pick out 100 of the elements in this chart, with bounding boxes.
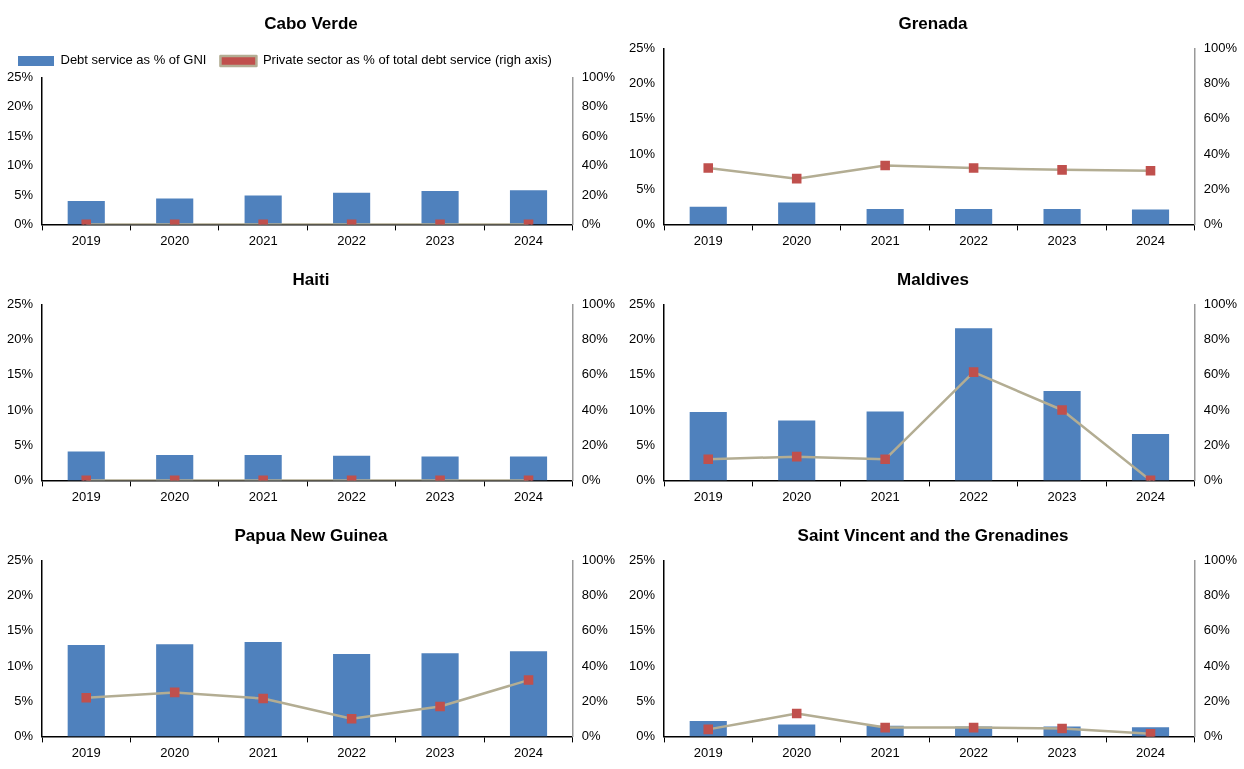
- x-tick-label: 2021: [870, 232, 900, 248]
- y2-tick-label: 60%: [581, 622, 609, 638]
- y-tick-label: 15%: [6, 366, 34, 382]
- x-tick-label: 2019: [693, 232, 723, 248]
- y-tick-label: 5%: [14, 186, 34, 202]
- y-tick-label: 10%: [6, 401, 34, 417]
- x-tick-label: 2024: [514, 488, 543, 504]
- y2-tick-label: 80%: [1203, 331, 1231, 347]
- y-tick-label: 25%: [628, 39, 656, 55]
- y2-tick-label: 20%: [1203, 436, 1231, 452]
- y-tick-label: 20%: [628, 75, 656, 91]
- chart-title: Grenada: [898, 13, 969, 33]
- bar: [156, 198, 194, 225]
- x-tick-label: 2020: [782, 744, 812, 760]
- y-tick-label: 20%: [628, 331, 656, 347]
- y-tick-label: 0%: [636, 215, 656, 231]
- bar: [509, 190, 548, 225]
- y2-tick-label: 80%: [581, 98, 609, 114]
- chart-title: Maldives: [897, 269, 969, 289]
- x-tick-label: 2024: [1136, 744, 1165, 760]
- y2-tick-label: 80%: [581, 587, 609, 603]
- y-tick-label: 5%: [636, 692, 656, 708]
- y2-tick-label: 100%: [581, 295, 616, 311]
- chart-title: Cabo Verde: [264, 13, 358, 33]
- y2-tick-label: 0%: [1203, 215, 1223, 231]
- chart-title: Papua New Guinea: [234, 525, 389, 545]
- x-tick-label: 2023: [425, 744, 455, 760]
- y2-tick-label: 80%: [581, 331, 609, 347]
- bar: [689, 412, 727, 481]
- x-tick-label: 2019: [71, 232, 101, 248]
- x-tick-label: 2021: [248, 232, 278, 248]
- bar: [67, 644, 105, 737]
- y-tick-label: 20%: [6, 331, 34, 347]
- bar: [866, 411, 904, 481]
- y-tick-label: 15%: [628, 366, 656, 382]
- y2-tick-label: 80%: [1203, 75, 1231, 91]
- x-tick-label: 2020: [782, 488, 812, 504]
- y-tick-label: 10%: [628, 401, 656, 417]
- y2-tick-label: 0%: [581, 215, 601, 231]
- y-tick-label: 0%: [636, 727, 656, 743]
- bar: [244, 195, 282, 225]
- y2-tick-label: 100%: [1203, 295, 1238, 311]
- bar: [67, 200, 105, 225]
- x-tick-label: 2022: [337, 488, 367, 504]
- y2-tick-label: 40%: [1203, 401, 1231, 417]
- x-tick-label: 2019: [71, 488, 101, 504]
- y2-tick-label: 40%: [1203, 145, 1231, 161]
- x-tick-label: 2023: [425, 488, 455, 504]
- y-tick-label: 25%: [6, 68, 34, 84]
- legend-label: Debt service as % of GNI: [60, 52, 207, 68]
- x-tick-label: 2020: [160, 232, 190, 248]
- y-tick-label: 15%: [628, 622, 656, 638]
- x-tick-label: 2023: [425, 232, 455, 248]
- bar: [778, 420, 816, 481]
- x-tick-label: 2020: [160, 488, 190, 504]
- y-tick-label: 20%: [628, 587, 656, 603]
- y-tick-label: 10%: [628, 657, 656, 673]
- y2-tick-label: 100%: [581, 68, 616, 84]
- y-tick-label: 0%: [14, 215, 34, 231]
- y2-tick-label: 0%: [581, 727, 601, 743]
- x-tick-label: 2021: [870, 744, 900, 760]
- y2-tick-label: 20%: [1203, 180, 1231, 196]
- y-tick-label: 25%: [628, 551, 656, 567]
- bar: [333, 654, 371, 737]
- y2-tick-label: 0%: [1203, 471, 1223, 487]
- x-tick-label: 2024: [514, 232, 543, 248]
- x-tick-label: 2022: [959, 744, 989, 760]
- y2-tick-label: 40%: [581, 401, 609, 417]
- y2-tick-label: 0%: [581, 471, 601, 487]
- y-tick-label: 20%: [6, 98, 34, 114]
- x-tick-label: 2021: [248, 488, 278, 504]
- bar: [955, 328, 993, 481]
- x-tick-label: 2022: [337, 744, 367, 760]
- y-tick-label: 15%: [628, 110, 656, 126]
- y2-tick-label: 20%: [581, 692, 609, 708]
- y2-tick-label: 20%: [581, 186, 609, 202]
- y-tick-label: 15%: [6, 127, 34, 143]
- x-tick-label: 2023: [1047, 744, 1077, 760]
- bar: [421, 653, 459, 737]
- y2-tick-label: 60%: [1203, 366, 1231, 382]
- x-tick-label: 2024: [1136, 488, 1165, 504]
- y-tick-label: 5%: [14, 436, 34, 452]
- bar: [509, 651, 548, 737]
- y2-tick-label: 40%: [581, 157, 609, 173]
- y2-tick-label: 40%: [1203, 657, 1231, 673]
- y-tick-label: 0%: [14, 471, 34, 487]
- y-tick-label: 25%: [628, 295, 656, 311]
- y2-tick-label: 60%: [1203, 622, 1231, 638]
- x-tick-label: 2021: [248, 744, 278, 760]
- x-tick-label: 2019: [693, 488, 723, 504]
- y-tick-label: 10%: [6, 157, 34, 173]
- y2-tick-label: 80%: [1203, 587, 1231, 603]
- y-tick-label: 10%: [6, 657, 34, 673]
- x-tick-label: 2022: [959, 488, 989, 504]
- y2-tick-label: 40%: [581, 657, 609, 673]
- x-tick-label: 2024: [514, 744, 543, 760]
- y-tick-label: 15%: [6, 622, 34, 638]
- y-tick-label: 5%: [636, 180, 656, 196]
- y2-tick-label: 100%: [1203, 39, 1238, 55]
- y2-tick-label: 60%: [1203, 110, 1231, 126]
